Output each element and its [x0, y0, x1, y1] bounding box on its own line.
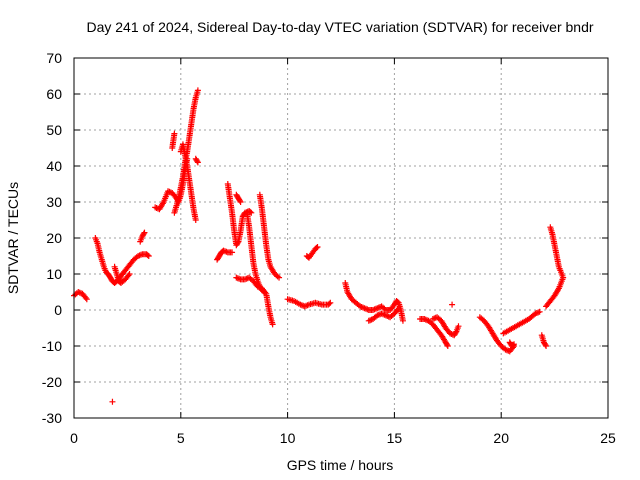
- data-point: [125, 272, 132, 279]
- data-point: [394, 306, 401, 313]
- data-point: [269, 321, 276, 328]
- data-point: [83, 296, 90, 303]
- y-tick-label: 50: [46, 122, 62, 138]
- data-point: [327, 299, 334, 306]
- data-point: [109, 398, 116, 405]
- y-tick-label: -30: [42, 410, 62, 426]
- x-axis-label: GPS time / hours: [287, 457, 394, 473]
- x-tick-label: 10: [280, 430, 296, 446]
- y-tick-label: 30: [46, 194, 62, 210]
- x-tick-label: 5: [177, 430, 185, 446]
- y-axis-label: SDTVAR / TECUs: [5, 182, 21, 294]
- chart-title: Day 241 of 2024, Sidereal Day-to-day VTE…: [86, 19, 593, 35]
- data-point: [509, 342, 516, 349]
- data-point: [194, 87, 201, 94]
- data-point: [247, 208, 254, 215]
- data-point: [395, 305, 402, 312]
- data-point: [144, 252, 151, 259]
- data-point: [192, 217, 199, 223]
- grid: [74, 58, 608, 418]
- data-point: [543, 343, 550, 349]
- data-point: [194, 159, 201, 166]
- data-point: [449, 301, 456, 308]
- data-point: [237, 199, 244, 205]
- y-tick-label: -10: [42, 338, 62, 354]
- y-tick-label: 40: [46, 158, 62, 174]
- data-point: [261, 289, 268, 295]
- data-point: [234, 239, 241, 246]
- y-tick-label: -20: [42, 374, 62, 390]
- y-tick-label: 60: [46, 86, 62, 102]
- data-point: [126, 271, 133, 277]
- axis-ticks: 0 5 10 15 20 25 -30 -20 -10 0 10 20 30 40 50 60 70: [42, 50, 616, 446]
- y-tick-label: 70: [46, 50, 62, 66]
- data-point: [145, 253, 152, 259]
- data-point: [141, 229, 148, 236]
- data-point: [82, 294, 89, 301]
- data-point: [399, 317, 406, 324]
- data-point: [444, 343, 451, 349]
- data-point: [236, 197, 243, 204]
- y-tick-label: 20: [46, 230, 62, 246]
- y-tick-label: 10: [46, 266, 62, 282]
- plot-frame: [73, 57, 609, 419]
- data-point: [229, 249, 236, 256]
- data-point: [276, 274, 283, 281]
- x-tick-label: 20: [493, 430, 509, 446]
- data-point: [455, 323, 462, 330]
- data-point: [536, 308, 543, 315]
- data-point: [313, 244, 320, 251]
- x-tick-label: 25: [600, 430, 616, 446]
- x-tick-label: 15: [387, 430, 403, 446]
- data-point: [511, 341, 518, 348]
- y-tick-label: 0: [54, 302, 62, 318]
- x-tick-label: 0: [70, 430, 78, 446]
- data-point: [140, 230, 147, 237]
- data-points: [71, 87, 567, 405]
- data-point: [260, 288, 267, 295]
- data-point: [171, 130, 178, 137]
- data-point: [194, 158, 201, 165]
- data-point: [542, 341, 549, 348]
- data-point: [326, 300, 333, 307]
- data-point: [444, 341, 451, 348]
- data-point: [547, 224, 554, 231]
- data-point: [314, 244, 321, 250]
